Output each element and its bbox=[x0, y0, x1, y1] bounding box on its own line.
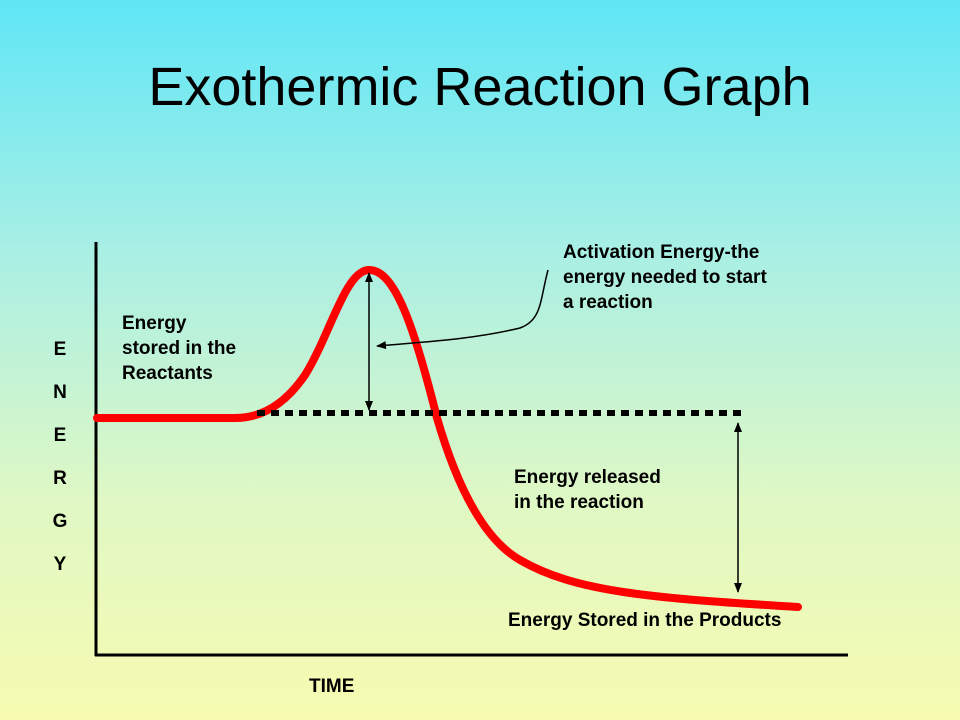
reactants-energy-label: Energy stored in the Reactants bbox=[122, 311, 236, 386]
y-axis-letter: E bbox=[53, 339, 67, 360]
y-axis-label: E N E R G Y bbox=[50, 328, 70, 586]
reactants-label-line: Energy bbox=[122, 313, 187, 334]
y-axis-letter: R bbox=[53, 468, 67, 489]
energy-curve bbox=[93, 266, 802, 611]
energy-released-label: Energy released in the reaction bbox=[514, 465, 661, 515]
reactants-label-line: stored in the bbox=[122, 338, 237, 359]
page-title: Exothermic Reaction Graph bbox=[148, 57, 812, 117]
y-axis-letter: G bbox=[52, 511, 68, 532]
activation-energy-label: Activation Energy-the energy needed to s… bbox=[563, 240, 767, 315]
activation-pointer-arrow bbox=[376, 269, 549, 350]
activation-label-line: a reaction bbox=[563, 292, 653, 313]
released-label-line: in the reaction bbox=[514, 492, 644, 513]
y-axis-letter: E bbox=[53, 425, 67, 446]
reactants-label-line: Reactants bbox=[122, 363, 213, 384]
x-axis-label: TIME bbox=[309, 676, 355, 697]
activation-label-line: Activation Energy-the bbox=[563, 242, 760, 263]
y-axis-letter: N bbox=[53, 382, 67, 403]
released-label-line: Energy released bbox=[514, 467, 661, 488]
y-axis-letter: Y bbox=[53, 554, 67, 575]
products-energy-label: Energy Stored in the Products bbox=[508, 610, 782, 631]
activation-label-line: energy needed to start bbox=[563, 267, 767, 288]
